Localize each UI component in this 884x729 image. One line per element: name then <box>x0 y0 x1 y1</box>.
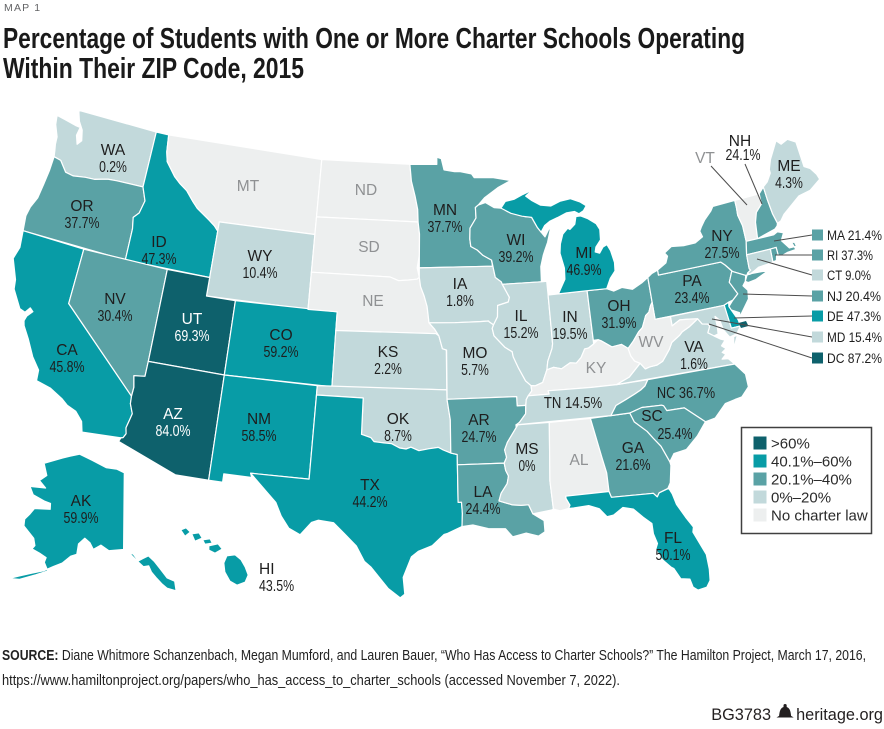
svg-text:heritage.org: heritage.org <box>796 706 883 724</box>
svg-text:IN: IN <box>562 309 578 326</box>
svg-text:MN: MN <box>433 202 457 219</box>
svg-text:RI 37.3%: RI 37.3% <box>827 248 873 264</box>
svg-text:20.1%–40%: 20.1%–40% <box>771 472 852 489</box>
svg-text:19.5%: 19.5% <box>552 326 587 343</box>
svg-text:KY: KY <box>586 360 607 377</box>
svg-text:OH: OH <box>607 298 630 315</box>
svg-text:CO: CO <box>269 327 292 344</box>
svg-text:TX: TX <box>360 477 380 494</box>
svg-text:AZ: AZ <box>163 406 183 423</box>
svg-text:>60%: >60% <box>771 436 810 453</box>
svg-text:WA: WA <box>101 142 126 159</box>
svg-text:No charter law: No charter law <box>771 508 868 525</box>
svg-text:NV: NV <box>104 291 126 308</box>
svg-text:69.3%: 69.3% <box>174 328 209 345</box>
svg-text:24.7%: 24.7% <box>461 429 496 446</box>
svg-text:VA: VA <box>684 339 704 356</box>
svg-text:15.2%: 15.2% <box>503 325 538 342</box>
svg-text:HI: HI <box>259 561 275 578</box>
svg-text:CA: CA <box>56 342 78 359</box>
svg-text:NJ 20.4%: NJ 20.4% <box>827 289 881 305</box>
svg-text:27.5%: 27.5% <box>704 245 739 262</box>
svg-text:0%–20%: 0%–20% <box>771 490 831 507</box>
svg-text:1.6%: 1.6% <box>680 356 708 373</box>
svg-text:37.7%: 37.7% <box>64 215 99 232</box>
svg-text:47.3%: 47.3% <box>141 251 176 268</box>
svg-text:DE 47.3%: DE 47.3% <box>827 309 881 325</box>
svg-text:21.6%: 21.6% <box>615 457 650 474</box>
svg-text:NY: NY <box>711 228 733 245</box>
svg-text:NC 36.7%: NC 36.7% <box>657 385 715 402</box>
svg-text:4.3%: 4.3% <box>775 175 803 192</box>
svg-text:10.4%: 10.4% <box>242 265 277 282</box>
svg-text:AK: AK <box>71 493 92 510</box>
svg-text:Within Their ZIP Code, 2015: Within Their ZIP Code, 2015 <box>3 53 304 85</box>
svg-text:59.2%: 59.2% <box>263 344 298 361</box>
svg-text:MI: MI <box>575 245 592 262</box>
svg-text:59.9%: 59.9% <box>63 510 98 527</box>
svg-text:UT: UT <box>182 311 203 328</box>
svg-text:SD: SD <box>358 239 380 256</box>
svg-text:WY: WY <box>248 248 273 265</box>
svg-text:IA: IA <box>453 276 468 293</box>
svg-text:MA 21.4%: MA 21.4% <box>827 228 882 244</box>
svg-text:24.4%: 24.4% <box>465 501 500 518</box>
svg-text:CT 9.0%: CT 9.0% <box>827 268 871 284</box>
svg-text:45.8%: 45.8% <box>49 359 84 376</box>
svg-text:IL: IL <box>515 308 528 325</box>
svg-text:MS: MS <box>515 441 538 458</box>
svg-text:KS: KS <box>378 344 399 361</box>
svg-text:30.4%: 30.4% <box>97 308 132 325</box>
svg-text:NM: NM <box>247 411 271 428</box>
svg-text:31.9%: 31.9% <box>601 315 636 332</box>
svg-text:8.7%: 8.7% <box>384 428 412 445</box>
svg-text:23.4%: 23.4% <box>674 290 709 307</box>
svg-text:DC 87.2%: DC 87.2% <box>827 351 882 367</box>
svg-text:AL: AL <box>570 452 589 469</box>
svg-text:46.9%: 46.9% <box>566 262 601 279</box>
svg-text:TN 14.5%: TN 14.5% <box>544 395 602 412</box>
svg-text:ID: ID <box>151 234 167 251</box>
svg-text:5.7%: 5.7% <box>461 362 489 379</box>
svg-text:24.1%: 24.1% <box>725 147 760 164</box>
svg-text:AR: AR <box>468 412 490 429</box>
svg-text:MT: MT <box>237 178 260 195</box>
svg-text:2.2%: 2.2% <box>374 361 402 378</box>
svg-text:25.4%: 25.4% <box>657 426 692 443</box>
svg-text:44.2%: 44.2% <box>352 494 387 511</box>
svg-text:OK: OK <box>387 411 410 428</box>
svg-text:Percentage of Students with On: Percentage of Students with One or More … <box>3 23 745 55</box>
svg-text:VT: VT <box>695 150 715 167</box>
svg-text:NE: NE <box>362 293 384 310</box>
svg-text:ME: ME <box>777 158 800 175</box>
svg-text:FL: FL <box>664 530 682 547</box>
svg-text:WI: WI <box>507 232 526 249</box>
svg-text:37.7%: 37.7% <box>427 219 462 236</box>
svg-text:NH: NH <box>729 133 751 150</box>
svg-text:BG3783: BG3783 <box>711 706 771 724</box>
svg-text:PA: PA <box>682 273 702 290</box>
svg-text:MD 15.4%: MD 15.4% <box>827 330 882 346</box>
svg-text:50.1%: 50.1% <box>655 547 690 564</box>
svg-text:0.2%: 0.2% <box>99 159 127 176</box>
svg-text:LA: LA <box>474 484 494 501</box>
svg-text:MAP 1: MAP 1 <box>4 2 41 14</box>
svg-text:MO: MO <box>463 345 488 362</box>
svg-text:43.5%: 43.5% <box>259 578 294 595</box>
svg-text:84.0%: 84.0% <box>155 423 190 440</box>
svg-text:58.5%: 58.5% <box>241 428 276 445</box>
svg-text:39.2%: 39.2% <box>498 249 533 266</box>
svg-text:OR: OR <box>70 198 93 215</box>
svg-text:1.8%: 1.8% <box>446 293 474 310</box>
svg-text:0%: 0% <box>518 458 535 475</box>
svg-text:SC: SC <box>641 408 663 425</box>
svg-text:https://www.hamiltonproject.or: https://www.hamiltonproject.org/papers/w… <box>2 672 620 689</box>
svg-text:40.1%–60%: 40.1%–60% <box>771 454 852 471</box>
svg-text:ND: ND <box>355 182 377 199</box>
svg-text:WV: WV <box>639 334 665 351</box>
svg-text:SOURCE: Diane Whitmore Schanze: SOURCE: Diane Whitmore Schanzenbach, Meg… <box>2 647 866 664</box>
svg-text:GA: GA <box>622 440 645 457</box>
